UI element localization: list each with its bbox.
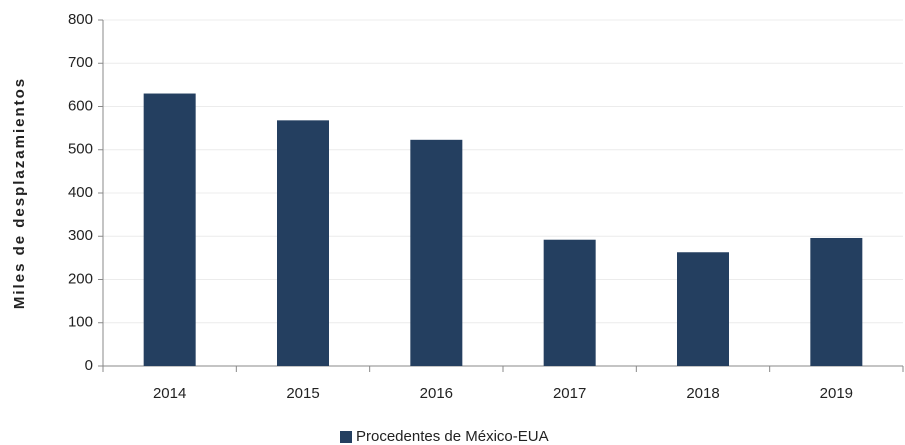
x-tick-label: 2017 xyxy=(553,385,586,402)
x-tick-label: 2018 xyxy=(686,385,719,402)
x-tick-label: 2019 xyxy=(820,385,853,402)
y-tick-label: 600 xyxy=(68,97,93,114)
bar xyxy=(543,239,596,366)
x-tick-label: 2014 xyxy=(153,385,186,402)
bar xyxy=(810,237,863,366)
bar xyxy=(677,252,729,366)
y-tick-label: 0 xyxy=(85,357,93,374)
x-tick-label: 2016 xyxy=(420,385,453,402)
legend-label: Procedentes de México-EUA xyxy=(356,428,549,445)
legend-swatch xyxy=(340,431,352,443)
y-tick-label: 100 xyxy=(68,314,93,331)
y-axis-label: Miles de desplazamientos xyxy=(11,77,28,309)
y-tick-label: 400 xyxy=(68,184,93,201)
y-tick-label: 800 xyxy=(68,11,93,28)
y-tick-label: 200 xyxy=(68,270,93,287)
bar xyxy=(410,139,463,366)
y-tick-label: 300 xyxy=(68,227,93,244)
y-tick-label: 700 xyxy=(68,54,93,71)
bar xyxy=(143,93,196,367)
x-tick-label: 2015 xyxy=(286,385,319,402)
bar xyxy=(277,120,329,366)
y-tick-label: 500 xyxy=(68,141,93,158)
